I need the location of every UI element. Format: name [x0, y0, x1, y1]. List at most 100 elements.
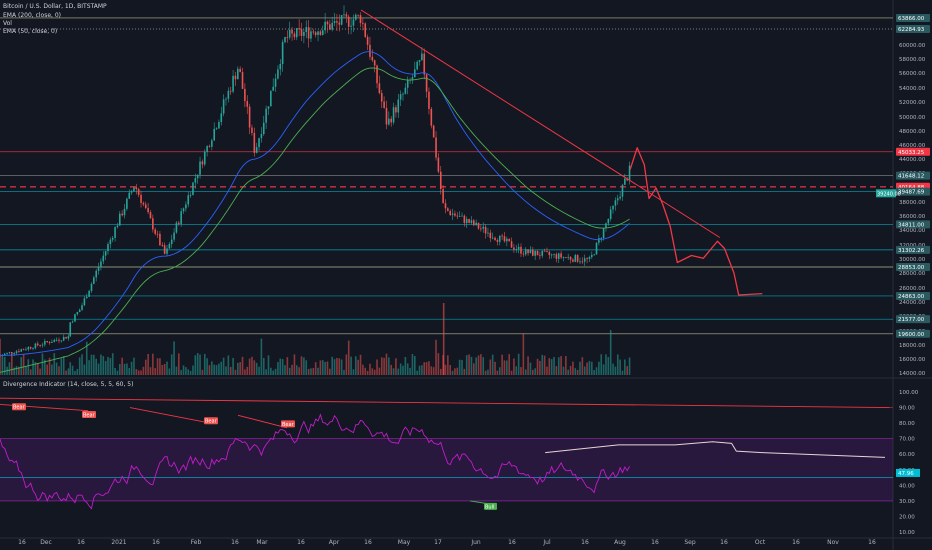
volume-bar	[579, 361, 581, 375]
volume-bar	[163, 363, 166, 375]
price-label: 39487.69	[898, 190, 925, 196]
volume-bar	[149, 367, 152, 375]
volume-bar	[277, 362, 279, 375]
candle-body	[11, 352, 13, 354]
candle-body	[3, 353, 6, 356]
candle-body	[347, 16, 350, 27]
candle-body	[166, 248, 168, 254]
candle-body	[484, 226, 487, 234]
candle-body	[298, 28, 300, 30]
candle-body	[395, 107, 397, 113]
candle-body	[598, 238, 600, 243]
legend-vol[interactable]: Vol	[3, 20, 12, 27]
candle-body	[286, 37, 289, 38]
volume-bar	[501, 354, 503, 375]
volume-bar	[239, 362, 241, 375]
bear-label-box	[281, 420, 295, 428]
volume-bar	[465, 355, 468, 375]
candle-body	[591, 254, 593, 258]
candle-body	[388, 118, 390, 125]
volume-bar	[137, 370, 140, 375]
candle-body	[494, 237, 496, 241]
volume-bar	[58, 366, 60, 375]
candle-body	[34, 343, 37, 349]
volume-bar	[543, 355, 546, 375]
volume-bar	[100, 354, 102, 375]
volume-bar	[1, 355, 4, 375]
volume-bar	[350, 356, 352, 375]
candle-body	[284, 37, 286, 43]
volume-bar	[338, 358, 341, 375]
candle-body	[399, 94, 402, 100]
candle-body	[326, 21, 329, 25]
candle-body	[451, 213, 454, 215]
time-tick-label: Apr	[329, 539, 340, 546]
volume-bar	[248, 358, 251, 375]
volume-bar	[133, 357, 135, 375]
candle-body	[366, 36, 369, 45]
volume-bar	[435, 339, 437, 375]
volume-bar	[305, 360, 308, 375]
time-tick-label: 17	[434, 539, 442, 546]
candle-body	[55, 339, 58, 341]
volume-bar	[274, 368, 277, 375]
volume-bar	[607, 357, 610, 375]
candle-body	[229, 90, 232, 92]
volume-bar	[114, 367, 116, 375]
candle-body	[137, 189, 140, 195]
price-label-box	[896, 13, 930, 22]
volume-bar	[510, 370, 513, 375]
volume-bar	[477, 355, 480, 375]
volume-bar	[225, 366, 227, 375]
legend-ema200[interactable]: EMA (200, close, 0)	[3, 12, 62, 19]
time-tick-label: 16	[297, 539, 305, 546]
volume-bar	[463, 368, 466, 375]
volume-bar	[555, 366, 558, 375]
candle-body	[461, 215, 463, 217]
price-label: 19600.00	[898, 332, 925, 338]
volume-bar	[293, 354, 296, 375]
volume-bar	[178, 353, 180, 375]
time-tick-label: Jul	[542, 539, 551, 546]
volume-bar	[317, 367, 319, 375]
rsi-tick-label: 100.00	[899, 390, 919, 396]
volume-bar	[421, 365, 423, 375]
candle-body	[600, 238, 603, 239]
volume-bar	[267, 355, 270, 375]
volume-bar	[310, 368, 312, 375]
candle-body	[470, 220, 473, 223]
legend-ema50[interactable]: EMA (50, close, 0)	[3, 28, 58, 35]
volume-bar	[439, 368, 442, 375]
candle-body	[267, 106, 270, 109]
volume-bar	[22, 354, 25, 375]
price-tick-label: 30000.00	[899, 257, 926, 263]
volume-bar	[628, 357, 631, 375]
volume-bar	[227, 355, 230, 375]
candle-body	[253, 132, 256, 153]
candle-body	[291, 29, 293, 34]
volume-bar	[522, 333, 525, 375]
volume-bar	[324, 361, 326, 375]
price-label-box	[896, 329, 930, 338]
volume-bar	[480, 354, 482, 375]
price-tick-label: 48000.00	[899, 129, 926, 135]
candle-body	[508, 238, 510, 242]
price-label-box	[896, 291, 930, 300]
time-tick-label: Aug	[614, 539, 626, 546]
candle-body	[293, 33, 296, 38]
time-tick-label: 16	[364, 539, 372, 546]
time-tick-label: Sep	[684, 539, 696, 546]
volume-bar	[390, 364, 392, 375]
candle-body	[67, 336, 70, 339]
volume-bar	[484, 370, 487, 375]
candle-body	[624, 178, 626, 185]
volume-bar	[609, 330, 612, 375]
candle-body	[262, 122, 265, 135]
volume-bar	[399, 363, 402, 375]
volume-bar	[246, 366, 249, 375]
price-tick-label: 60000.00	[899, 43, 926, 49]
candle-body	[463, 215, 466, 223]
candle-body	[65, 336, 67, 339]
volume-bar	[595, 367, 598, 375]
